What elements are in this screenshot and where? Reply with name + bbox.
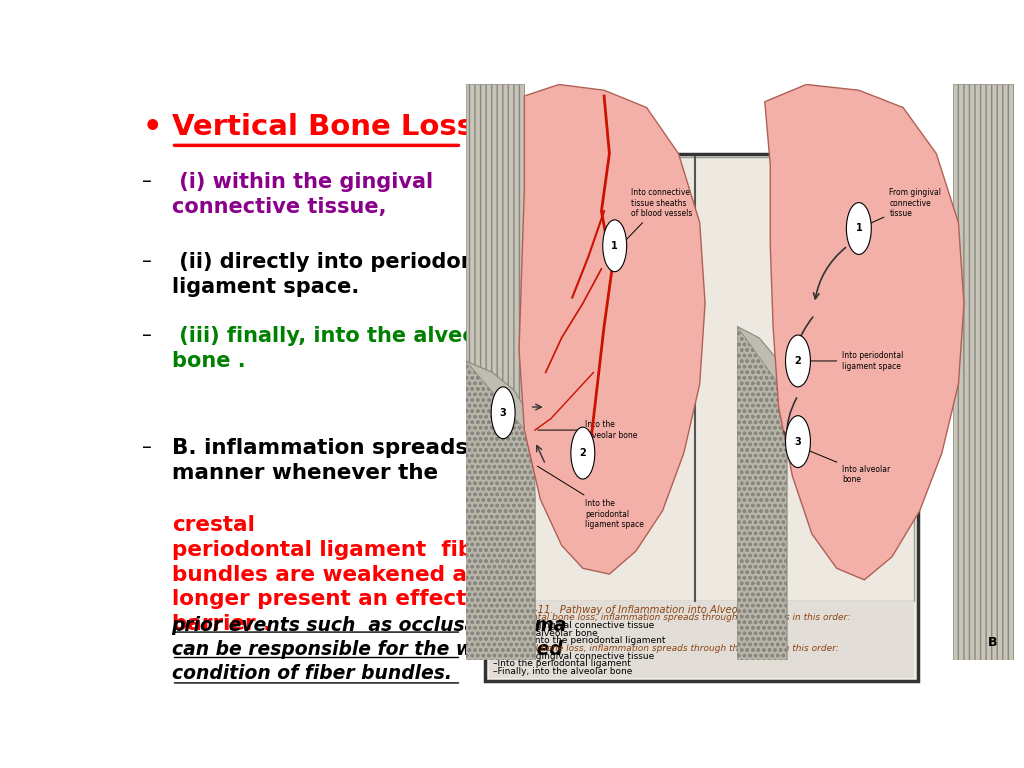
Circle shape xyxy=(785,335,810,387)
Text: –Into the alveolar bone: –Into the alveolar bone xyxy=(494,628,598,637)
Polygon shape xyxy=(466,84,524,660)
Polygon shape xyxy=(953,84,1014,660)
Text: (ii) directly into periodontal
ligament space.: (ii) directly into periodontal ligament … xyxy=(172,252,507,296)
Text: –: – xyxy=(142,438,153,457)
Text: –Into the periodontal ligament: –Into the periodontal ligament xyxy=(494,659,631,668)
Text: –Finally, into the periodontal ligament: –Finally, into the periodontal ligament xyxy=(494,636,666,645)
Text: 1: 1 xyxy=(611,240,618,251)
Polygon shape xyxy=(737,326,786,660)
Text: Into the
periodontal
ligament space: Into the periodontal ligament space xyxy=(538,466,644,529)
Text: (iii) finally, into the alveolar
bone .: (iii) finally, into the alveolar bone . xyxy=(172,326,508,370)
Text: Into the
alveolar bone: Into the alveolar bone xyxy=(538,420,638,440)
Circle shape xyxy=(603,220,627,272)
Text: From gingival
connective
tissue: From gingival connective tissue xyxy=(861,188,941,227)
Text: 2: 2 xyxy=(795,356,802,366)
Text: Vertical Bone Loss: Vertical Bone Loss xyxy=(172,113,474,141)
Circle shape xyxy=(570,427,595,479)
Text: Into alveolar
bone: Into alveolar bone xyxy=(790,442,891,484)
Text: crestal
periodontal ligament  fiber
bundles are weakened and no
longer present a: crestal periodontal ligament fiber bundl… xyxy=(172,515,535,634)
Circle shape xyxy=(847,203,871,254)
Text: •: • xyxy=(142,113,162,142)
FancyBboxPatch shape xyxy=(489,601,913,677)
FancyBboxPatch shape xyxy=(489,157,913,601)
Text: In horizontal bone loss, inflammation spreads through the tissues in this order:: In horizontal bone loss, inflammation sp… xyxy=(494,613,850,622)
Text: Figure 3-11.  Pathway of Inflammation into Alveolar Bone.: Figure 3-11. Pathway of Inflammation int… xyxy=(494,605,782,615)
Circle shape xyxy=(785,415,810,468)
Text: 2: 2 xyxy=(580,448,586,458)
Text: prior events such  as occlusal trauma
can be responsible for the weakened
condit: prior events such as occlusal trauma can… xyxy=(172,615,567,683)
Text: 1: 1 xyxy=(855,223,862,233)
Text: –Into the gingival connective tissue: –Into the gingival connective tissue xyxy=(494,621,654,630)
Text: 3: 3 xyxy=(500,408,507,418)
FancyBboxPatch shape xyxy=(485,154,918,680)
Polygon shape xyxy=(737,326,786,660)
Text: –: – xyxy=(142,326,153,345)
Text: Into connective
tissue sheaths
of blood vessels: Into connective tissue sheaths of blood … xyxy=(611,188,692,255)
Text: B. inflammation spreads in this
manner whenever the: B. inflammation spreads in this manner w… xyxy=(172,438,551,483)
Text: 3: 3 xyxy=(795,436,802,447)
Polygon shape xyxy=(519,84,706,574)
Text: –: – xyxy=(142,172,153,191)
Text: (i) within the gingival
connective tissue,: (i) within the gingival connective tissu… xyxy=(172,172,433,217)
Polygon shape xyxy=(765,84,964,580)
Polygon shape xyxy=(466,361,535,660)
Text: –Finally, into the alveolar bone: –Finally, into the alveolar bone xyxy=(494,667,633,676)
Text: B: B xyxy=(988,636,997,649)
Text: In vertical bone loss, inflammation spreads through the tissues in this order:: In vertical bone loss, inflammation spre… xyxy=(494,644,839,653)
Polygon shape xyxy=(466,361,535,660)
Text: –Into the gingival connective tissue: –Into the gingival connective tissue xyxy=(494,651,654,660)
Text: –: – xyxy=(142,252,153,271)
Text: Into periodontal
ligament space: Into periodontal ligament space xyxy=(801,351,903,371)
Circle shape xyxy=(492,387,515,439)
